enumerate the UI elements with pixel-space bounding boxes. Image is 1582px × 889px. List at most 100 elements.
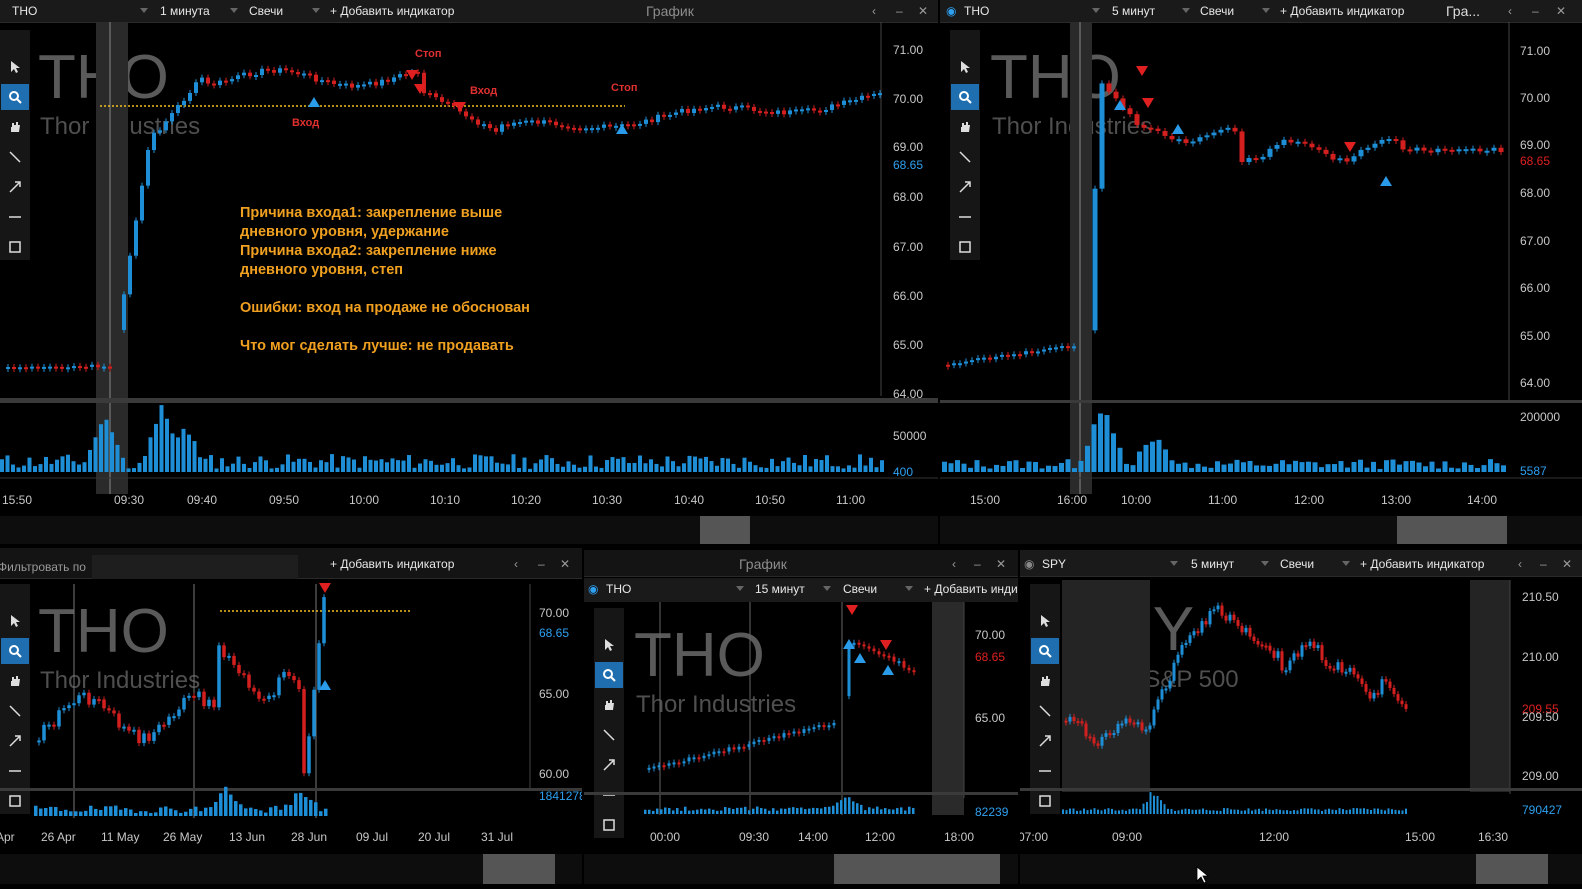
navigator-scrollbar[interactable] [0, 516, 938, 544]
chevron-down-icon[interactable] [312, 8, 320, 13]
line-tool-icon[interactable] [1, 144, 29, 170]
arrow-tool-icon[interactable] [1, 728, 29, 754]
volume-bar [1160, 800, 1162, 814]
add-indicator-button[interactable]: + Добавить индикатор [330, 557, 455, 571]
candle-body [994, 356, 998, 360]
hand-tool-icon[interactable] [595, 692, 623, 718]
chevron-left-icon[interactable]: ‹ [1508, 4, 1512, 18]
chevron-down-icon[interactable] [1261, 561, 1269, 566]
zoom-tool-icon[interactable] [1, 84, 29, 110]
volume-bar [864, 810, 867, 814]
arrow-tool-icon[interactable] [1, 174, 29, 200]
chevron-left-icon[interactable]: ‹ [1518, 557, 1522, 571]
zoom-tool-icon[interactable] [595, 662, 623, 688]
close-icon[interactable]: ✕ [996, 557, 1007, 571]
pointer-tool-icon[interactable] [1, 608, 29, 634]
chevron-down-icon[interactable] [1342, 561, 1350, 566]
candle-body [404, 74, 408, 77]
arrow-tool-icon[interactable] [951, 174, 979, 200]
zoom-tool-icon[interactable] [1031, 638, 1059, 664]
filter-input[interactable] [92, 555, 298, 579]
chart-type-selector[interactable]: Свечи [1200, 4, 1235, 18]
minimize-icon[interactable]: – [1532, 4, 1539, 18]
pointer-tool-icon[interactable] [951, 54, 979, 80]
rectangle-tool-icon[interactable] [1031, 788, 1059, 814]
close-icon[interactable]: ✕ [918, 4, 929, 18]
chevron-left-icon[interactable]: ‹ [952, 557, 956, 571]
rectangle-tool-icon[interactable] [1, 788, 29, 814]
line-tool-icon[interactable] [595, 722, 623, 748]
close-icon[interactable]: ✕ [560, 557, 571, 571]
chevron-down-icon[interactable] [736, 586, 744, 591]
close-icon[interactable]: ✕ [1562, 557, 1573, 571]
minimize-icon[interactable]: – [974, 557, 981, 571]
volume-bar [1286, 810, 1288, 814]
chevron-down-icon[interactable] [1262, 8, 1270, 13]
symbol-selector[interactable]: THO [12, 4, 38, 18]
arrow-tool-icon[interactable] [595, 752, 623, 778]
minimize-icon[interactable]: – [1540, 557, 1547, 571]
volume-bar [379, 459, 384, 472]
close-icon[interactable]: ✕ [1556, 4, 1567, 18]
chevron-down-icon[interactable] [905, 586, 913, 591]
navigator-handle[interactable] [483, 854, 555, 884]
chart-type-selector[interactable]: Свечи [249, 4, 284, 18]
timeframe-selector[interactable]: 1 минута [160, 4, 210, 18]
rectangle-tool-icon[interactable] [1, 234, 29, 260]
navigator-handle[interactable] [834, 854, 1000, 884]
volume-bar [169, 808, 173, 816]
symbol-selector[interactable]: THO [964, 4, 990, 18]
chevron-down-icon[interactable] [1170, 561, 1178, 566]
line-tool-icon[interactable] [951, 144, 979, 170]
add-indicator-button[interactable]: + Добавить индикатор [330, 4, 455, 18]
symbol-selector[interactable]: SPY [1042, 557, 1067, 571]
chevron-down-icon[interactable] [1092, 8, 1100, 13]
minimize-icon[interactable]: – [896, 4, 903, 18]
right-price-chart[interactable] [940, 0, 1582, 546]
navigator-handle[interactable] [1397, 516, 1507, 544]
candle-body [1295, 141, 1301, 144]
timeframe-selector[interactable]: 15 минут [755, 582, 805, 596]
pointer-tool-icon[interactable] [1, 54, 29, 80]
candle-body [52, 724, 56, 727]
timeframe-selector[interactable]: 5 минут [1191, 557, 1235, 571]
chevron-left-icon[interactable]: ‹ [872, 4, 876, 18]
chevron-down-icon[interactable] [1182, 8, 1190, 13]
navigator-handle[interactable] [700, 516, 750, 544]
timeframe-selector[interactable]: 5 минут [1112, 4, 1156, 18]
pointer-tool-icon[interactable] [1031, 608, 1059, 634]
navigator-handle[interactable] [1476, 854, 1548, 884]
chevron-left-icon[interactable]: ‹ [514, 557, 518, 571]
pointer-tool-icon[interactable] [595, 632, 623, 658]
horizontal-line-tool-icon[interactable] [1, 204, 29, 230]
main-price-chart[interactable] [0, 0, 938, 546]
chart-type-selector[interactable]: Свечи [843, 582, 878, 596]
add-indicator-button[interactable]: + Добавить индикатор [1360, 557, 1485, 571]
hand-tool-icon[interactable] [951, 114, 979, 140]
horizontal-line-tool-icon[interactable] [951, 204, 979, 230]
line-tool-icon[interactable] [1031, 698, 1059, 724]
spy-price-chart[interactable] [1020, 550, 1582, 889]
hand-tool-icon[interactable] [1, 668, 29, 694]
hand-tool-icon[interactable] [1031, 668, 1059, 694]
line-tool-icon[interactable] [1, 698, 29, 724]
horizontal-line-tool-icon[interactable] [1031, 758, 1059, 784]
volume-bar [836, 802, 839, 814]
symbol-selector[interactable]: THO [606, 582, 632, 596]
zoom-tool-icon[interactable] [1, 638, 29, 664]
pane-separator [0, 400, 938, 403]
note-line [240, 318, 530, 337]
zoom-tool-icon[interactable] [951, 84, 979, 110]
hand-tool-icon[interactable] [1, 114, 29, 140]
chevron-down-icon[interactable] [230, 8, 238, 13]
add-indicator-button[interactable]: + Добавить индик [924, 582, 1018, 596]
rectangle-tool-icon[interactable] [951, 234, 979, 260]
minimize-icon[interactable]: – [538, 557, 545, 571]
rectangle-tool-icon[interactable] [595, 812, 623, 838]
horizontal-line-tool-icon[interactable] [1, 758, 29, 784]
arrow-tool-icon[interactable] [1031, 728, 1059, 754]
chevron-down-icon[interactable] [140, 8, 148, 13]
chart-type-selector[interactable]: Свечи [1280, 557, 1315, 571]
add-indicator-button[interactable]: + Добавить индикатор [1280, 4, 1405, 18]
chevron-down-icon[interactable] [823, 586, 831, 591]
